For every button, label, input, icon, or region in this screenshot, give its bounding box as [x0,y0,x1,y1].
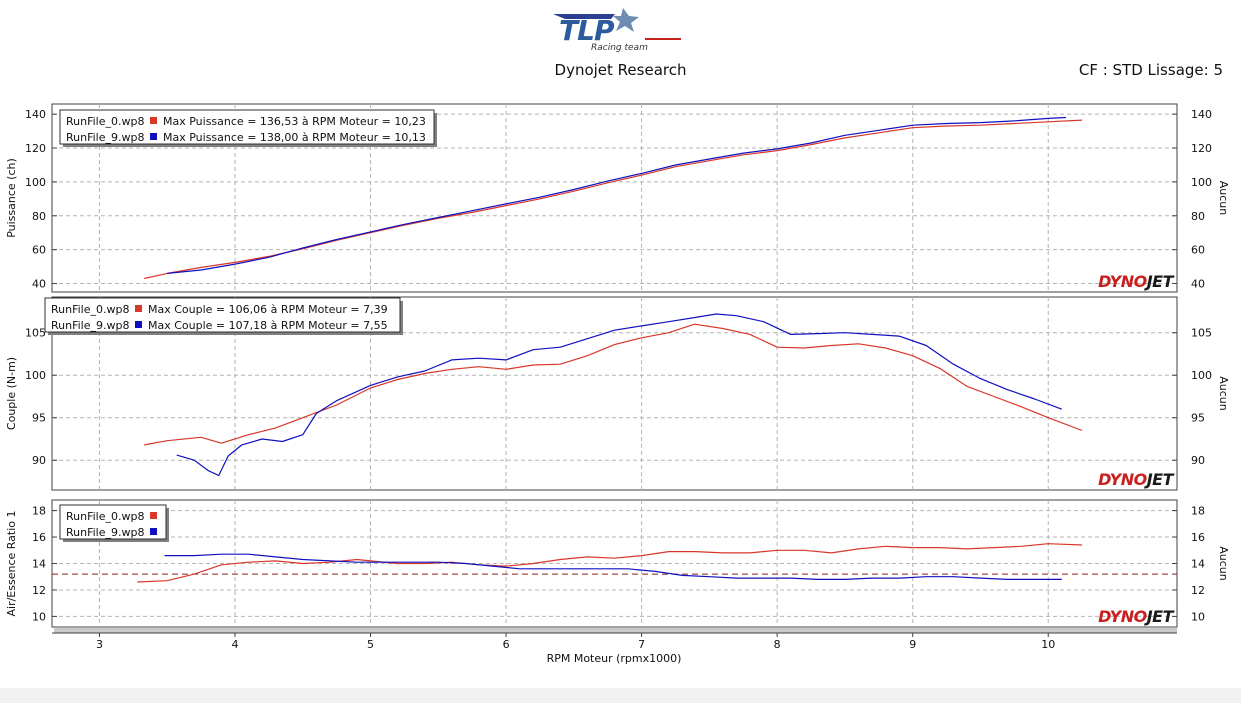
legend-swatch [150,528,157,535]
y-tick-label-right: 18 [1191,505,1205,518]
x-tick-label: 6 [503,638,510,651]
y-tick-label-right: 95 [1191,412,1205,425]
y-tick-label: 16 [32,531,46,544]
legend-swatch [150,512,157,519]
series-line-RunFile_9.wp8 [176,313,1063,477]
logo-tagline: Racing team [591,43,648,53]
y-axis-label-right: Aucun [1217,181,1230,216]
legend-run-name: RunFile_0.wp8 [66,115,144,128]
tlp-logo: TLP Racing team [553,8,681,53]
y-tick-label: 100 [25,176,46,189]
y-tick-label: 80 [32,210,46,223]
x-tick-label: 4 [231,638,238,651]
series-line-RunFile_0.wp8 [144,323,1083,446]
legend-swatch [135,305,142,312]
legend-swatch [135,321,142,328]
y-tick-label-right: 16 [1191,531,1205,544]
x-axis-label: RPM Moteur (rpmx1000) [547,652,682,665]
y-axis-label: Air/Essence Ratio 1 [5,510,18,616]
dynojet-watermark: DYNOJET [1098,607,1175,626]
x-tick-label: 3 [96,638,103,651]
legend: RunFile_0.wp8 RunFile_9.wp8 [59,504,169,542]
y-axis-label-right: Aucun [1217,376,1230,411]
x-tick-label: 10 [1041,638,1055,651]
legend-box [44,297,401,333]
legend-swatch [150,133,157,140]
legend-box [59,109,435,145]
y-tick-label-right: 14 [1191,558,1205,571]
legend-swatch [150,117,157,124]
y-tick-label: 95 [32,412,46,425]
y-tick-label-right: 140 [1191,108,1212,121]
y-axis-label: Puissance (ch) [5,158,18,238]
y-tick-label-right: 80 [1191,210,1205,223]
y-tick-label: 14 [32,558,46,571]
y-tick-label-right: 90 [1191,454,1205,467]
legend-entry-text: Max Puissance = 136,53 à RPM Moteur = 10… [163,115,426,128]
y-tick-label-right: 12 [1191,584,1205,597]
y-tick-label: 105 [25,327,46,340]
legend-run-name: RunFile_9.wp8 [51,319,129,332]
legend-box [59,504,167,540]
legend-run-name: RunFile_0.wp8 [51,303,129,316]
x-axis-band [54,628,1177,633]
report-title: Dynojet Research [554,61,687,79]
y-tick-label: 18 [32,505,46,518]
x-tick-label: 8 [774,638,781,651]
y-axis-label-right: Aucun [1217,546,1230,581]
series-line-RunFile_0.wp8 [137,543,1083,583]
footer-bar [0,688,1241,703]
y-tick-label: 100 [25,369,46,382]
y-tick-label: 90 [32,454,46,467]
y-axis-label: Couple (N-m) [5,357,18,430]
y-tick-label-right: 40 [1191,278,1205,291]
chart-panel-2: 90 90 95 95 100 100 105 105 Couple (N-m) Aucun DYN… [5,296,1230,491]
logo-text: TLP [559,14,615,47]
x-tick-label: 7 [638,638,645,651]
correction-factor-label: CF : STD Lissage: 5 [1078,61,1223,79]
y-tick-label: 140 [25,108,46,121]
legend: RunFile_0.wp8 Max Couple = 106,06 à RPM M… [44,297,403,335]
x-tick-label: 5 [367,638,374,651]
y-tick-label-right: 120 [1191,142,1212,155]
chart-panel-3: 10 10 12 12 14 14 16 16 18 18 Air/Essence Ratio 1 A… [5,499,1230,628]
legend: RunFile_0.wp8 Max Puissance = 136,53 à RP… [59,109,437,147]
y-tick-label-right: 105 [1191,327,1212,340]
y-tick-label: 60 [32,244,46,257]
y-tick-label: 40 [32,278,46,291]
legend-entry-text: Max Couple = 107,18 à RPM Moteur = 7,55 [148,319,388,332]
legend-run-name: RunFile_9.wp8 [66,131,144,144]
y-tick-label-right: 100 [1191,176,1212,189]
y-tick-label-right: 10 [1191,610,1205,623]
y-tick-label-right: 100 [1191,369,1212,382]
series-line-RunFile_9.wp8 [167,116,1066,274]
legend-entry-text: Max Couple = 106,06 à RPM Moteur = 7,39 [148,303,388,316]
y-tick-label: 12 [32,584,46,597]
legend-run-name: RunFile_0.wp8 [66,510,144,523]
dynojet-watermark: DYNOJET [1098,470,1175,489]
x-axis: 3 4 5 6 7 8 9 10 RPM Moteur (rpmx1000) [52,628,1177,665]
legend-run-name: RunFile_9.wp8 [66,526,144,539]
dynojet-watermark: DYNOJET [1098,272,1175,291]
series-line-RunFile_9.wp8 [164,553,1062,581]
y-tick-label: 120 [25,142,46,155]
y-tick-label-right: 60 [1191,244,1205,257]
chart-panel-1: 40 40 60 60 80 80 100 100 120 120 140 140 Puissance … [5,103,1230,293]
legend-entry-text: Max Puissance = 138,00 à RPM Moteur = 10… [163,131,426,144]
x-tick-label: 9 [909,638,916,651]
y-tick-label: 10 [32,610,46,623]
